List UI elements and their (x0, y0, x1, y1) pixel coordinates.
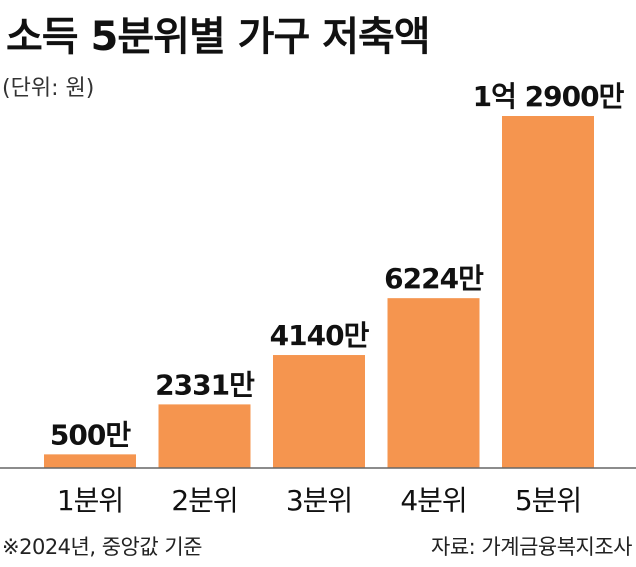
data-label-1: 500만 (50, 418, 131, 451)
bar-1 (44, 454, 136, 468)
category-label-2: 2분위 (171, 484, 237, 517)
data-label-5: 1억 2900만 (473, 80, 625, 113)
bar-4 (387, 298, 480, 468)
bar-3 (273, 355, 365, 468)
data-label-4: 6224만 (384, 262, 484, 295)
category-label-4: 4분위 (400, 484, 466, 517)
bar-2 (158, 404, 251, 468)
data-label-3: 4140만 (270, 319, 370, 352)
category-label-5: 5분위 (515, 484, 581, 517)
bar-5 (502, 116, 594, 468)
category-label-3: 3분위 (286, 484, 352, 517)
source-note: 자료: 가계금융복지조사 (431, 535, 632, 559)
data-label-2: 2331만 (155, 368, 255, 401)
chart-title: 소득 5분위별 가구 저축액 (6, 14, 431, 60)
footnote: ※2024년, 중앙값 기준 (2, 535, 203, 559)
unit-note: (단위: 원) (2, 76, 95, 101)
bar-chart: 500만 1분위 2331만 2분위 4140만 3분위 6224만 4분위 1억 2900만 5… (0, 80, 636, 517)
category-label-1: 1분위 (57, 484, 123, 517)
